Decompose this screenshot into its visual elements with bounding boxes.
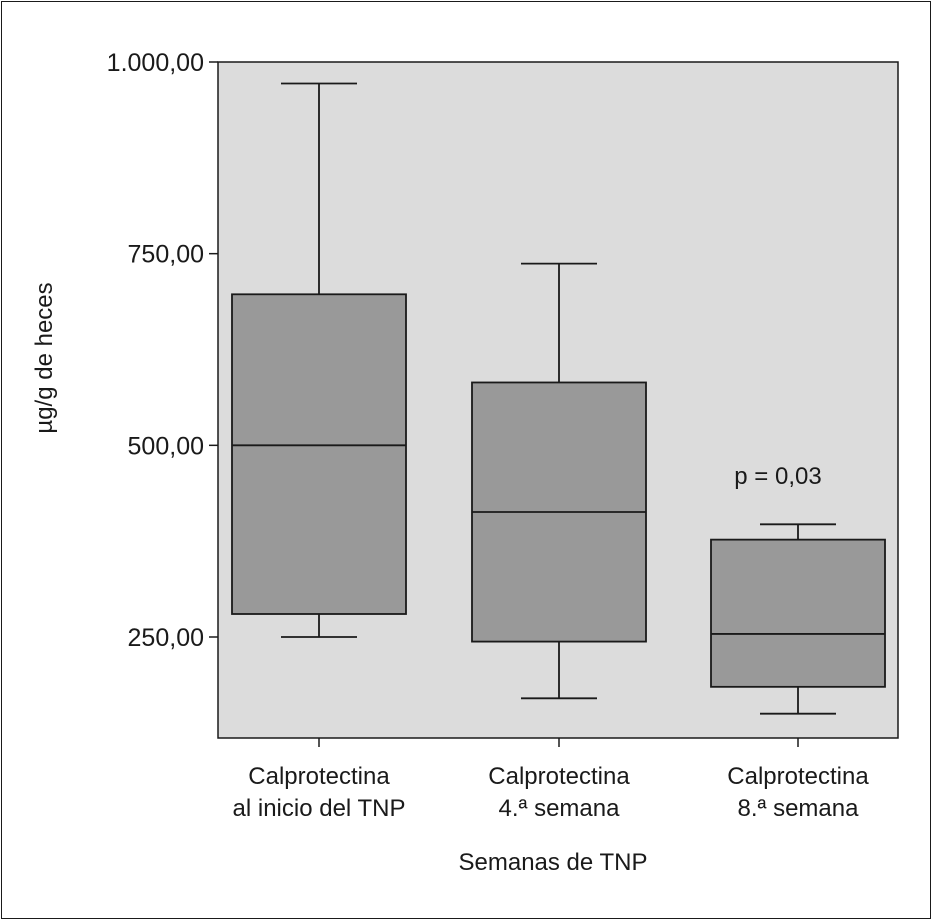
x-tick-label: Calprotectina 4.ª semana xyxy=(488,763,630,822)
y-tick-label: 500,00 xyxy=(128,432,204,460)
x-axis: Calprotectina al inicio del TNP Calprotect… xyxy=(233,738,869,822)
y-axis-label: µg/g de heces xyxy=(31,282,58,433)
x-tick-label: Calprotectina 8.ª semana xyxy=(727,763,869,822)
box-iqr xyxy=(710,538,886,688)
box-series xyxy=(231,82,886,715)
y-axis: 250,00 500,00 750,00 1.000,00 xyxy=(107,49,218,652)
y-tick-label: 750,00 xyxy=(128,241,204,269)
y-tick-label: 1.000,00 xyxy=(107,49,204,77)
p-value-annotation: p = 0,03 xyxy=(734,463,821,490)
y-tick-label: 250,00 xyxy=(128,624,204,652)
box-iqr xyxy=(231,293,407,615)
x-tick-label: Calprotectina al inicio del TNP xyxy=(233,763,406,822)
x-axis-label: Semanas de TNP xyxy=(459,849,648,876)
